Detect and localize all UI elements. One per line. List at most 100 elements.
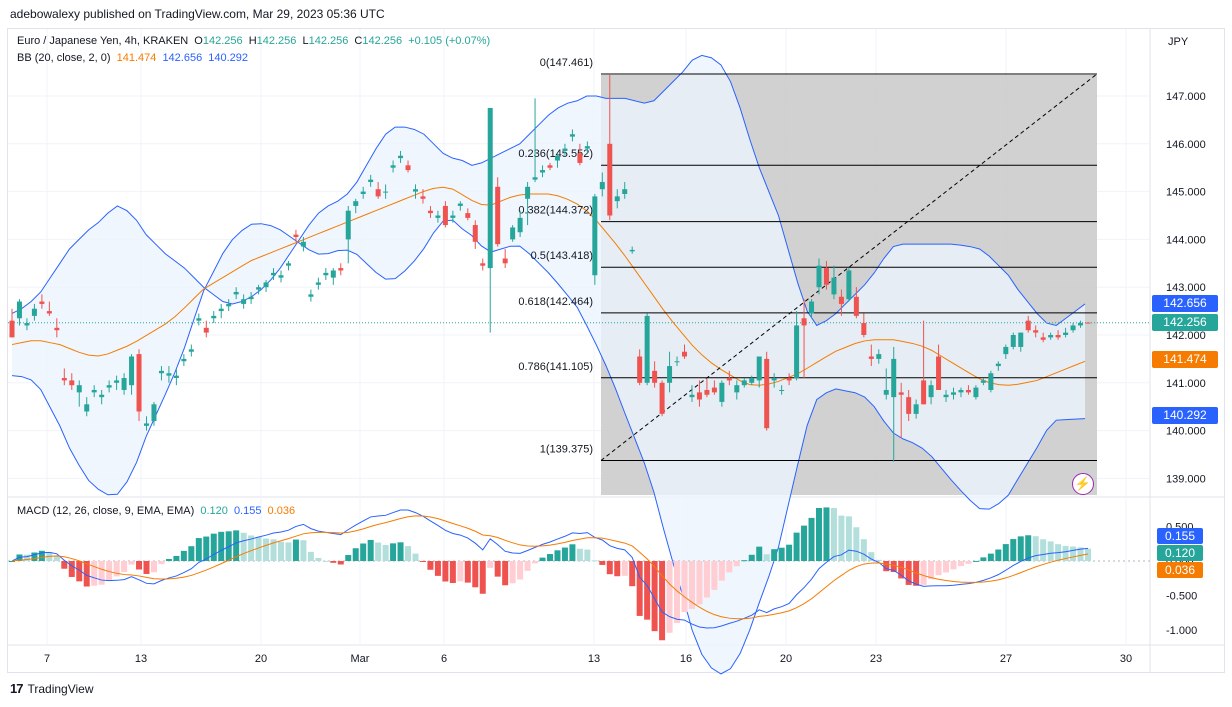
candle-body (779, 389, 785, 391)
candle-body (809, 301, 815, 314)
candle-body (577, 153, 583, 163)
macd-histogram-bar (233, 530, 240, 561)
macd-histogram-bar (285, 542, 292, 561)
time-tick-label: 13 (588, 653, 600, 665)
candle-body (846, 270, 852, 300)
macd-histogram-bar (345, 555, 352, 561)
candle-body (838, 296, 844, 304)
macd-histogram-bar (509, 561, 516, 584)
price-tick-label: 147.000 (1166, 91, 1206, 103)
time-tick-label: Mar (351, 653, 370, 665)
macd-histogram-bar (928, 561, 935, 580)
candle-body (906, 397, 912, 414)
macd-histogram-bar (696, 561, 703, 605)
price-tick-label: 144.000 (1166, 234, 1206, 246)
macd-histogram-bar (636, 561, 643, 616)
macd-histogram-bar (195, 538, 202, 561)
candle-body (704, 389, 710, 395)
macd-histogram-bar (225, 531, 232, 561)
macd-histogram-bar (688, 561, 695, 609)
candle-body (734, 385, 740, 393)
o-label: O (194, 35, 203, 47)
candle-body (31, 308, 37, 316)
macd-histogram-bar (360, 543, 367, 561)
candle-body (173, 375, 179, 379)
fib-level-label: 0.618(142.464) (518, 296, 593, 308)
macd-histogram-bar (681, 561, 688, 613)
macd-histogram-bar (322, 560, 329, 562)
time-tick-label: 30 (1120, 653, 1132, 665)
fib-level-label: 0.786(141.105) (518, 361, 593, 373)
macd-histogram-bar (165, 559, 172, 561)
macd-histogram-bar (76, 561, 83, 582)
o-value: 142.256 (202, 35, 243, 47)
candle-body (188, 349, 194, 352)
candle-body (203, 327, 209, 333)
macd-histogram-bar (599, 561, 606, 565)
macd-histogram-bar (53, 556, 60, 561)
macd-histogram-bar (479, 561, 486, 594)
macd-histogram-bar (412, 553, 419, 561)
macd-histogram-bar (434, 561, 441, 576)
macd-histogram-bar (532, 561, 539, 564)
candle-body (114, 380, 120, 383)
candle-body (1048, 335, 1054, 338)
candle-body (413, 189, 418, 192)
macd-histogram-bar (9, 561, 15, 562)
macd-histogram-bar (823, 507, 830, 561)
macd-histogram-bar (569, 544, 576, 561)
macd-histogram-bar (405, 546, 412, 561)
macd-histogram-bar (278, 541, 284, 561)
candle-body (353, 201, 359, 206)
macd-histogram-bar (121, 561, 128, 573)
macd-histogram-bar (868, 552, 875, 561)
candle-body (644, 315, 650, 383)
h-value: 142.256 (256, 35, 297, 47)
macd-histogram-bar (771, 549, 778, 561)
candle-body (248, 296, 254, 300)
macd-histogram-bar (1010, 539, 1017, 561)
macd-histogram-bar (300, 540, 307, 561)
candle-body (562, 148, 568, 151)
macd-histogram-bar (143, 561, 150, 574)
candle-body (1085, 322, 1091, 324)
macd-histogram-bar (957, 561, 964, 567)
candle-body (756, 356, 762, 381)
lightning-bolt-icon[interactable]: ⚡ (1072, 473, 1094, 495)
candle-body (629, 249, 635, 252)
macd-histogram-bar (711, 561, 718, 590)
macd-histogram-bar (270, 539, 277, 561)
macd-histogram-bar (1077, 547, 1084, 561)
candle-body (599, 182, 605, 190)
macd-histogram-bar (778, 547, 785, 561)
candle-body (764, 358, 770, 429)
tradingview-logo-icon: 17 (10, 681, 24, 696)
symbol-name: Euro / Japanese Yen, 4h, KRAKEN (17, 35, 189, 47)
candle-body (973, 387, 979, 398)
candle-body (1018, 332, 1024, 347)
macd-histogram-bar (210, 533, 217, 561)
candle-body (682, 351, 687, 357)
candle-body (450, 215, 456, 218)
candle-body (749, 378, 755, 383)
candle-body (652, 370, 658, 383)
candle-body (554, 155, 560, 161)
macd-histogram-bar (561, 547, 568, 561)
candle-body (315, 282, 321, 285)
candle-body (84, 404, 90, 412)
macd-histogram-bar (614, 561, 621, 577)
candle-body (106, 385, 112, 388)
candle-body (330, 270, 336, 278)
candle-body (233, 291, 239, 295)
macd-histogram-bar (763, 554, 770, 561)
candle-body (711, 387, 717, 393)
fib-level-label: 0.5(143.418) (531, 250, 593, 262)
candle-body (719, 382, 725, 402)
currency-label: JPY (1168, 36, 1189, 48)
candle-body (91, 389, 97, 393)
chart-frame (7, 28, 1225, 673)
candle-body (1025, 320, 1031, 331)
candle-body (166, 373, 172, 376)
candle-body (1063, 332, 1069, 335)
